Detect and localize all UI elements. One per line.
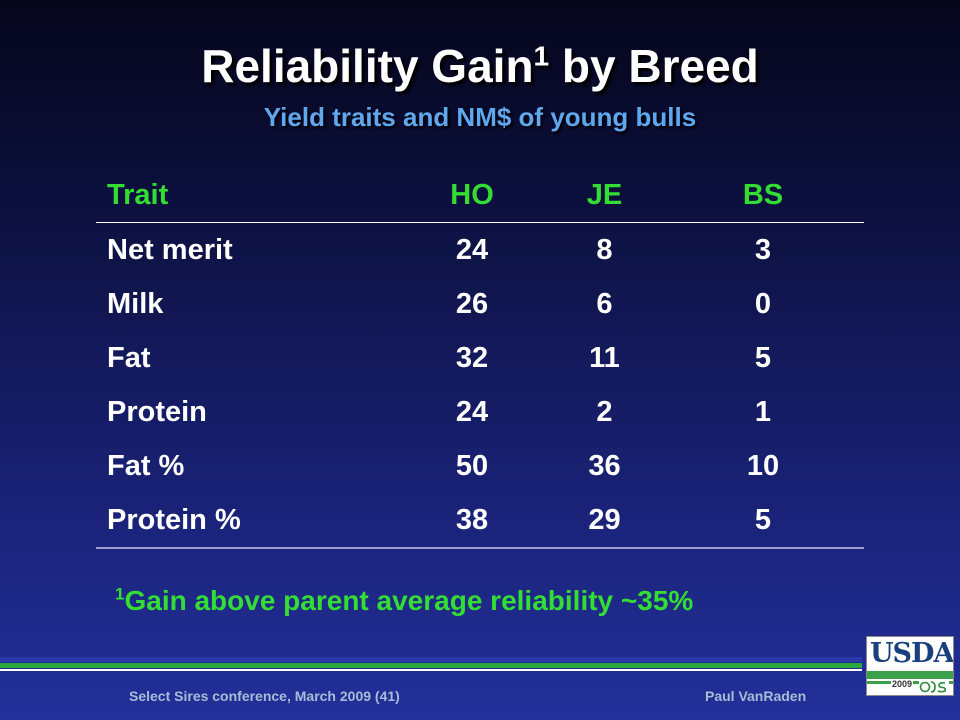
trait-cell: Protein % (107, 503, 241, 536)
table-row: Protein 24 2 1 (96, 385, 864, 439)
header-trait: Trait (107, 178, 169, 211)
slide-title: Reliability Gain1 by Breed (0, 38, 960, 94)
table-row: Protein % 38 29 5 (96, 493, 864, 548)
table-row: Milk 26 6 0 (96, 277, 864, 331)
bs-cell: 1 (754, 395, 772, 428)
footer-divider-white (0, 669, 862, 671)
ho-cell: 32 (455, 341, 489, 374)
aipl-logo-icon (919, 679, 949, 693)
reliability-table: Trait HO JE BS Net merit 24 8 3 Milk 26 … (96, 168, 864, 549)
slide-title-suffix: by Breed (549, 40, 759, 92)
je-cell: 2 (596, 395, 613, 428)
trait-cell: Fat % (107, 449, 185, 482)
ho-cell: 26 (455, 287, 489, 320)
footnote-text: Gain above parent average reliability ~3… (124, 585, 694, 616)
slide-subtitle: Yield traits and NM$ of young bulls (263, 102, 697, 132)
ho-cell: 38 (455, 503, 489, 536)
trait-cell: Milk (107, 287, 164, 320)
bs-cell: 0 (754, 287, 772, 320)
header-ho: HO (450, 178, 494, 211)
usda-logo-stripe (867, 671, 953, 679)
slide-title-text: Reliability Gain (201, 40, 534, 92)
bs-cell: 5 (754, 341, 772, 374)
footer-author: Paul VanRaden (705, 688, 807, 704)
logo-year: 2009 (891, 679, 914, 689)
je-cell: 6 (596, 287, 613, 320)
trait-cell: Protein (107, 395, 207, 428)
table-row: Fat % 50 36 10 (96, 439, 864, 493)
bs-cell: 10 (746, 449, 780, 482)
ho-cell: 24 (455, 395, 489, 428)
footer-conference: Select Sires conference, March 2009 (41) (129, 688, 400, 704)
ho-cell: 50 (455, 449, 489, 482)
trait-cell: Net merit (107, 233, 233, 266)
footer-divider-green (0, 663, 862, 668)
je-cell: 36 (588, 449, 621, 482)
footnote: 1Gain above parent average reliability ~… (115, 583, 693, 619)
bs-cell: 5 (754, 503, 772, 536)
je-cell: 29 (588, 503, 621, 536)
table-row: Net merit 24 8 3 (96, 223, 864, 278)
header-bs: BS (742, 178, 784, 211)
usda-logo: USDA 2009 (866, 636, 954, 696)
table-header-row: Trait HO JE BS (96, 168, 864, 223)
title-footnote-marker: 1 (533, 40, 550, 72)
header-je: JE (586, 178, 623, 211)
trait-cell: Fat (107, 341, 151, 374)
bs-cell: 3 (754, 233, 772, 266)
footnote-marker: 1 (115, 584, 125, 604)
footer-divider-blue (0, 657, 862, 662)
table-row: Fat 32 11 5 (96, 331, 864, 385)
ho-cell: 24 (455, 233, 489, 266)
usda-logo-text: USDA (870, 638, 954, 669)
je-cell: 8 (596, 233, 613, 266)
je-cell: 11 (589, 341, 620, 374)
